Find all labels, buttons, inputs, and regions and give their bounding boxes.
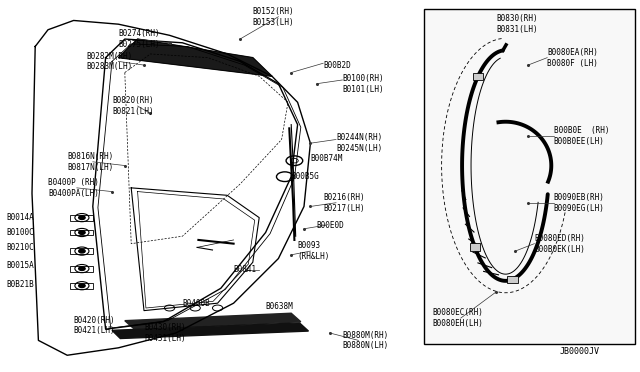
Circle shape bbox=[79, 231, 85, 234]
Text: B0B21B: B0B21B bbox=[6, 280, 34, 289]
Bar bbox=[70, 230, 93, 235]
Circle shape bbox=[79, 249, 85, 253]
Polygon shape bbox=[118, 39, 272, 76]
Bar bbox=[70, 248, 93, 254]
Text: B0080EA(RH)
B0080F (LH): B0080EA(RH) B0080F (LH) bbox=[547, 48, 598, 68]
Text: B0430(RH)
B0431(LH): B0430(RH) B0431(LH) bbox=[144, 323, 186, 343]
Text: B0274(RH)
B0275(LH): B0274(RH) B0275(LH) bbox=[118, 29, 160, 49]
Text: B0216(RH)
B0217(LH): B0216(RH) B0217(LH) bbox=[323, 193, 365, 213]
Text: B0090EB(RH)
B0090EG(LH): B0090EB(RH) B0090EG(LH) bbox=[554, 193, 604, 213]
Circle shape bbox=[79, 284, 85, 288]
Text: B00B5G: B00B5G bbox=[291, 172, 319, 181]
Text: B0841: B0841 bbox=[234, 265, 257, 274]
Text: B0100C: B0100C bbox=[6, 228, 34, 237]
Text: B0400B: B0400B bbox=[182, 299, 210, 308]
Text: B00B74M: B00B74M bbox=[310, 154, 343, 163]
Text: B0015A: B0015A bbox=[6, 262, 34, 270]
Text: B0830(RH)
B0831(LH): B0830(RH) B0831(LH) bbox=[496, 14, 538, 34]
Bar bbox=[70, 215, 93, 221]
Bar bbox=[470, 243, 480, 251]
Text: B0093
(RH&LH): B0093 (RH&LH) bbox=[298, 241, 330, 261]
Text: B0420(RH)
B0421(LH): B0420(RH) B0421(LH) bbox=[74, 315, 115, 336]
Text: B0080EC(RH)
B0080EH(LH): B0080EC(RH) B0080EH(LH) bbox=[432, 308, 483, 328]
Text: B00B2D: B00B2D bbox=[323, 61, 351, 70]
Text: B0014A: B0014A bbox=[6, 213, 34, 222]
Text: B0244N(RH)
B0245N(LH): B0244N(RH) B0245N(LH) bbox=[336, 133, 382, 153]
Text: B0400P (RH)
B0400PA(LH): B0400P (RH) B0400PA(LH) bbox=[48, 178, 99, 198]
Circle shape bbox=[79, 216, 85, 219]
Text: B0282M(RH)
B0283M(LH): B0282M(RH) B0283M(LH) bbox=[86, 51, 132, 71]
Text: B0880M(RH)
B0880N(LH): B0880M(RH) B0880N(LH) bbox=[342, 330, 388, 350]
Text: B0152(RH)
B0153(LH): B0152(RH) B0153(LH) bbox=[253, 7, 294, 27]
Bar bbox=[473, 73, 483, 80]
Bar bbox=[424, 9, 635, 344]
Text: B0210C: B0210C bbox=[6, 243, 34, 252]
Bar bbox=[508, 276, 518, 283]
Text: B0080ED(RH)
B00B0EK(LH): B0080ED(RH) B00B0EK(LH) bbox=[534, 234, 585, 254]
Polygon shape bbox=[125, 313, 301, 329]
Text: B00B0E  (RH)
B00B0EE(LH): B00B0E (RH) B00B0EE(LH) bbox=[554, 126, 609, 146]
Text: B00E0D: B00E0D bbox=[317, 221, 344, 230]
Text: B0638M: B0638M bbox=[266, 302, 293, 311]
Bar bbox=[70, 283, 93, 289]
Text: JB0000JV: JB0000JV bbox=[560, 347, 600, 356]
Text: B0100(RH)
B0101(LH): B0100(RH) B0101(LH) bbox=[342, 74, 384, 94]
Circle shape bbox=[79, 267, 85, 270]
Polygon shape bbox=[112, 323, 308, 339]
Bar bbox=[70, 266, 93, 272]
Text: B0820(RH)
B0821(LH): B0820(RH) B0821(LH) bbox=[112, 96, 154, 116]
Text: B0816N(RH)
B0817N(LH): B0816N(RH) B0817N(LH) bbox=[67, 152, 113, 172]
